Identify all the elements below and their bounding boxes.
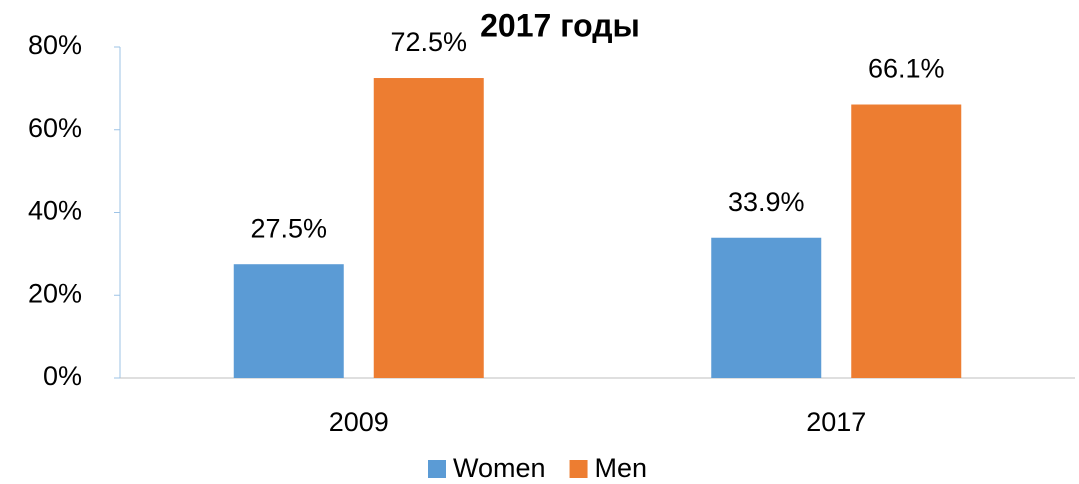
y-tick-label: 80% <box>28 30 82 60</box>
data-label: 33.9% <box>728 187 805 217</box>
data-label: 27.5% <box>250 213 327 243</box>
x-tick-label: 2009 <box>329 407 389 437</box>
bar <box>851 104 962 378</box>
bar <box>233 264 344 378</box>
data-label: 66.1% <box>868 54 945 84</box>
legend-swatch <box>428 460 446 478</box>
y-tick-label: 0% <box>43 361 82 391</box>
chart-title: 2017 годы <box>480 7 640 43</box>
y-tick-label: 20% <box>28 278 82 308</box>
y-tick-label: 40% <box>28 196 82 226</box>
data-label: 72.5% <box>390 27 467 57</box>
bar <box>711 237 822 378</box>
y-tick-label: 60% <box>28 113 82 143</box>
legend-label: Women <box>453 453 546 483</box>
x-tick-label: 2017 <box>806 407 866 437</box>
bar <box>373 78 484 378</box>
legend-label: Men <box>595 453 648 483</box>
legend-swatch <box>569 460 588 478</box>
